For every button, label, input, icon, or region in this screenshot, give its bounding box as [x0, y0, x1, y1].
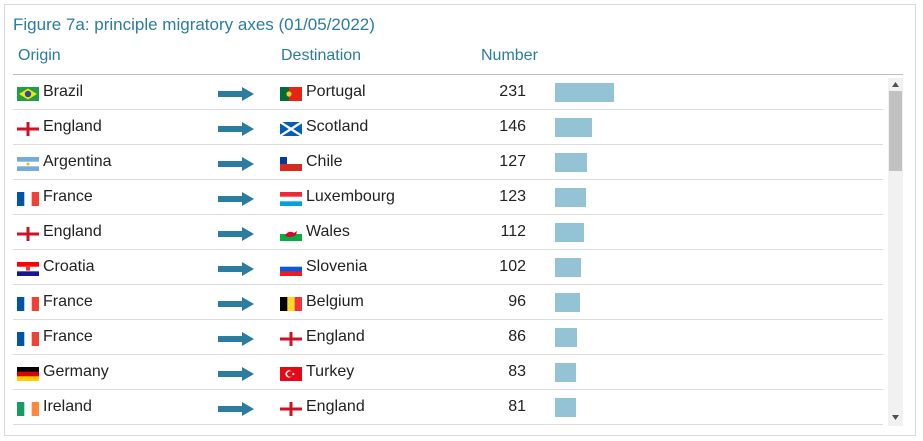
arrow — [218, 192, 254, 206]
destination: Wales — [306, 223, 350, 240]
destination: Slovenia — [306, 258, 368, 275]
table-row: Brazil Portugal 231 — [13, 75, 883, 110]
table-row: Croatia Slovenia 102 — [13, 250, 883, 285]
arrow — [218, 87, 254, 101]
origin: France — [43, 188, 93, 205]
column-header: Destination — [281, 47, 362, 64]
flag — [17, 332, 39, 346]
table-row: France Luxembourg 123 — [13, 180, 883, 215]
bar — [555, 118, 593, 137]
arrow — [218, 402, 254, 416]
destination: Scotland — [306, 118, 369, 135]
origin: Ireland — [43, 398, 92, 415]
number: 81 — [508, 398, 526, 415]
destination: Belgium — [306, 293, 364, 310]
origin: Germany — [43, 363, 109, 380]
arrow — [218, 367, 254, 381]
arrow — [218, 122, 254, 136]
scroll-down[interactable] — [891, 413, 900, 422]
arrow — [218, 157, 254, 171]
arrow — [218, 332, 254, 346]
number: 127 — [499, 153, 526, 170]
bar — [555, 293, 580, 312]
flag — [17, 192, 39, 206]
bar — [555, 223, 584, 242]
number: 231 — [499, 83, 526, 100]
flag — [280, 367, 302, 381]
destination: England — [306, 398, 365, 415]
table-row: France Belgium 96 — [13, 285, 883, 320]
origin: France — [43, 328, 93, 345]
arrow — [218, 262, 254, 276]
flag — [17, 367, 39, 381]
flag — [280, 402, 302, 416]
flag — [17, 227, 39, 241]
table-row: Ireland England 81 — [13, 390, 883, 425]
number: 96 — [508, 293, 526, 310]
flag — [280, 332, 302, 346]
table-row: France England 86 — [13, 320, 883, 355]
bar — [555, 188, 587, 207]
number: 86 — [508, 328, 526, 345]
table-row: Argentina Chile 127 — [13, 145, 883, 180]
destination: England — [306, 328, 365, 345]
destination: Turkey — [306, 363, 355, 380]
origin: Croatia — [43, 258, 95, 275]
table-row: England Wales 112 — [13, 215, 883, 250]
header-line — [13, 74, 903, 75]
number: 102 — [499, 258, 526, 275]
destination: Luxembourg — [306, 188, 395, 205]
origin: Argentina — [43, 153, 112, 170]
title: Figure 7a: principle migratory axes (01/… — [13, 15, 375, 34]
flag — [17, 297, 39, 311]
destination: Chile — [306, 153, 343, 170]
table-row: England Scotland 146 — [13, 110, 883, 145]
flag — [17, 402, 39, 416]
bar — [555, 153, 588, 172]
destination: Portugal — [306, 83, 366, 100]
flag — [17, 157, 39, 171]
flag — [280, 87, 302, 101]
arrow — [218, 297, 254, 311]
flag — [17, 87, 39, 101]
flag — [280, 262, 302, 276]
origin: Brazil — [43, 83, 84, 100]
column-header: Origin — [18, 47, 61, 64]
flag — [17, 262, 39, 276]
number: 123 — [499, 188, 526, 205]
scrollbar-thumb[interactable] — [889, 91, 902, 171]
flag — [280, 192, 302, 206]
origin: England — [43, 223, 102, 240]
frame — [4, 4, 916, 436]
bar — [555, 83, 614, 102]
flag — [17, 122, 39, 136]
table-row: Germany Turkey 83 — [13, 355, 883, 390]
bar — [555, 258, 582, 277]
number: 146 — [499, 118, 526, 135]
origin: France — [43, 293, 93, 310]
number: 83 — [508, 363, 526, 380]
scroll-up[interactable] — [891, 80, 900, 89]
origin: England — [43, 118, 102, 135]
bar — [555, 398, 576, 417]
flag — [280, 157, 302, 171]
bar — [555, 328, 577, 347]
bar — [555, 363, 577, 382]
column-header: Number — [481, 47, 538, 64]
flag — [280, 227, 302, 241]
arrow — [218, 227, 254, 241]
flag — [280, 122, 302, 136]
flag — [280, 297, 302, 311]
number: 112 — [500, 223, 526, 240]
